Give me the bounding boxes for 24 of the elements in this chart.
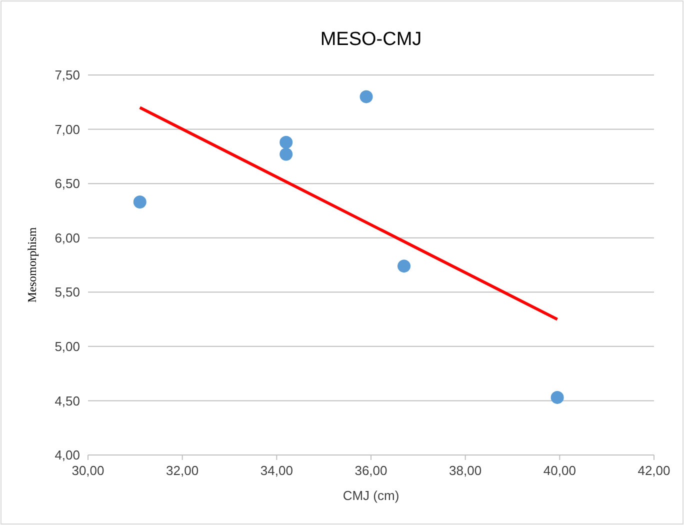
x-tick-label: 36,00 <box>354 463 388 478</box>
point <box>133 196 146 209</box>
y-tick-label: 7,50 <box>54 68 80 83</box>
y-tick-label: 4,50 <box>54 393 80 408</box>
point <box>550 390 564 404</box>
point <box>280 136 293 149</box>
y-axis-title: Mesomorphism <box>25 226 39 303</box>
chart-title: MESO-CMJ <box>320 29 422 50</box>
x-tick-label: 30,00 <box>72 463 104 478</box>
point <box>280 148 293 161</box>
y-tick-label: 6,00 <box>54 230 80 246</box>
x-axis-title: CMJ (cm) <box>342 488 400 503</box>
point <box>398 260 411 273</box>
x-tick-label: 32,00 <box>166 463 199 478</box>
x-tick-label: 42,00 <box>638 463 670 478</box>
y-tick-label: 5,50 <box>54 284 80 300</box>
point <box>360 90 373 104</box>
y-tick-label: 5,00 <box>54 338 80 354</box>
y-tick-label: 4,00 <box>54 448 80 463</box>
x-tick-label: 34,00 <box>260 463 293 478</box>
y-tick-label: 6,50 <box>54 176 80 192</box>
y-tick-label: 7,00 <box>54 122 80 137</box>
x-tick-label: 38,00 <box>449 463 482 478</box>
x-tick-label: 40,00 <box>543 463 576 478</box>
